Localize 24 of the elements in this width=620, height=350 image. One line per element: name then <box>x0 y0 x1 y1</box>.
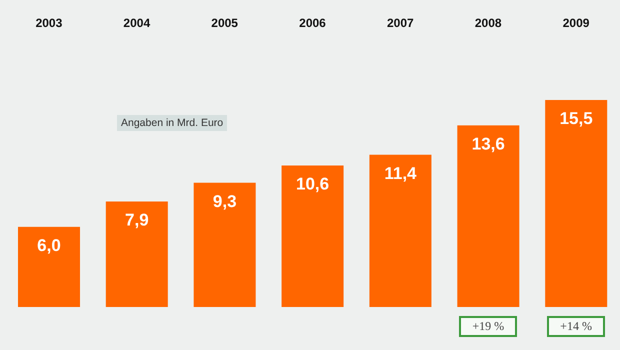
x-tick-label: 2004 <box>123 16 150 30</box>
data-label: 7,9 <box>125 210 149 230</box>
data-label: 10,6 <box>296 174 330 194</box>
data-label: 9,3 <box>212 192 237 211</box>
x-tick-label: 2003 <box>36 16 63 30</box>
x-tick-label: 2009 <box>562 16 590 30</box>
data-label: 11,4 <box>384 164 418 183</box>
bar <box>106 201 168 307</box>
bar <box>282 165 344 307</box>
text: +14 % <box>547 316 606 337</box>
x-tick-label: 2007 <box>387 16 414 30</box>
x-tick-label: 2005 <box>211 16 238 30</box>
data-label: 15,5 <box>560 109 593 128</box>
data-label: 13,6 <box>472 134 505 154</box>
x-tick-label: 2006 <box>299 16 326 30</box>
x-tick-label: 2008 <box>474 16 502 30</box>
annotation: Angaben in Mrd. Euro <box>117 115 228 131</box>
bar <box>545 100 608 307</box>
data-label: 6,0 <box>37 236 61 255</box>
bar <box>18 226 80 307</box>
bar <box>369 154 432 307</box>
bar <box>194 182 256 307</box>
bar <box>457 125 520 307</box>
text: +19 % <box>459 316 518 337</box>
